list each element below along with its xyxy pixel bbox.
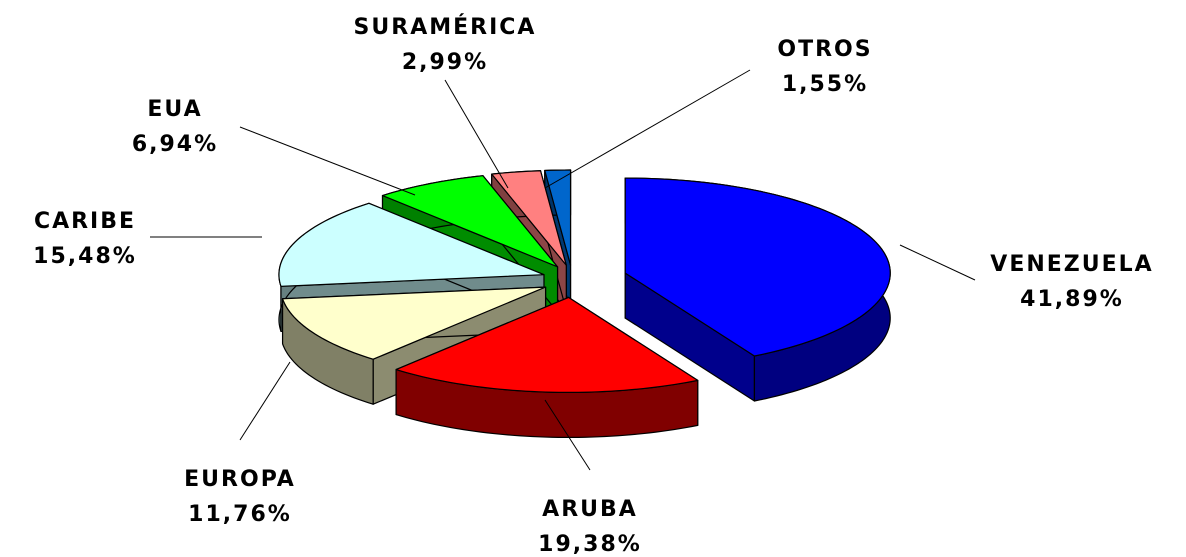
leader-line (544, 399, 591, 471)
value-label: 2,99% (402, 50, 488, 75)
category-label: ARUBA (542, 497, 638, 522)
leader-line (239, 126, 416, 196)
slice-top (281, 286, 547, 360)
pie-slice (624, 177, 891, 402)
category-label: OTROS (777, 37, 872, 62)
value-label: 15,48% (33, 244, 137, 269)
value-label: 6,94% (132, 132, 218, 157)
value-label: 41,89% (1020, 287, 1124, 312)
category-label: CARIBE (34, 209, 136, 234)
slice-top (278, 202, 545, 287)
slice-top (491, 170, 567, 266)
slice-top (381, 175, 559, 268)
leader-line (444, 79, 509, 189)
category-label: EUA (147, 97, 202, 122)
slice-top (395, 296, 699, 394)
leader-line (899, 244, 976, 281)
category-label: SURAMÉRICA (354, 14, 537, 40)
leader-line (239, 361, 291, 441)
value-label: 19,38% (538, 532, 642, 557)
slice-top (544, 169, 572, 266)
leader-line (544, 69, 751, 189)
value-label: 11,76% (188, 502, 292, 527)
category-label: EUROPA (184, 467, 296, 492)
slice-top (624, 177, 891, 357)
value-label: 1,55% (782, 72, 868, 97)
category-label: VENEZUELA (990, 252, 1153, 277)
